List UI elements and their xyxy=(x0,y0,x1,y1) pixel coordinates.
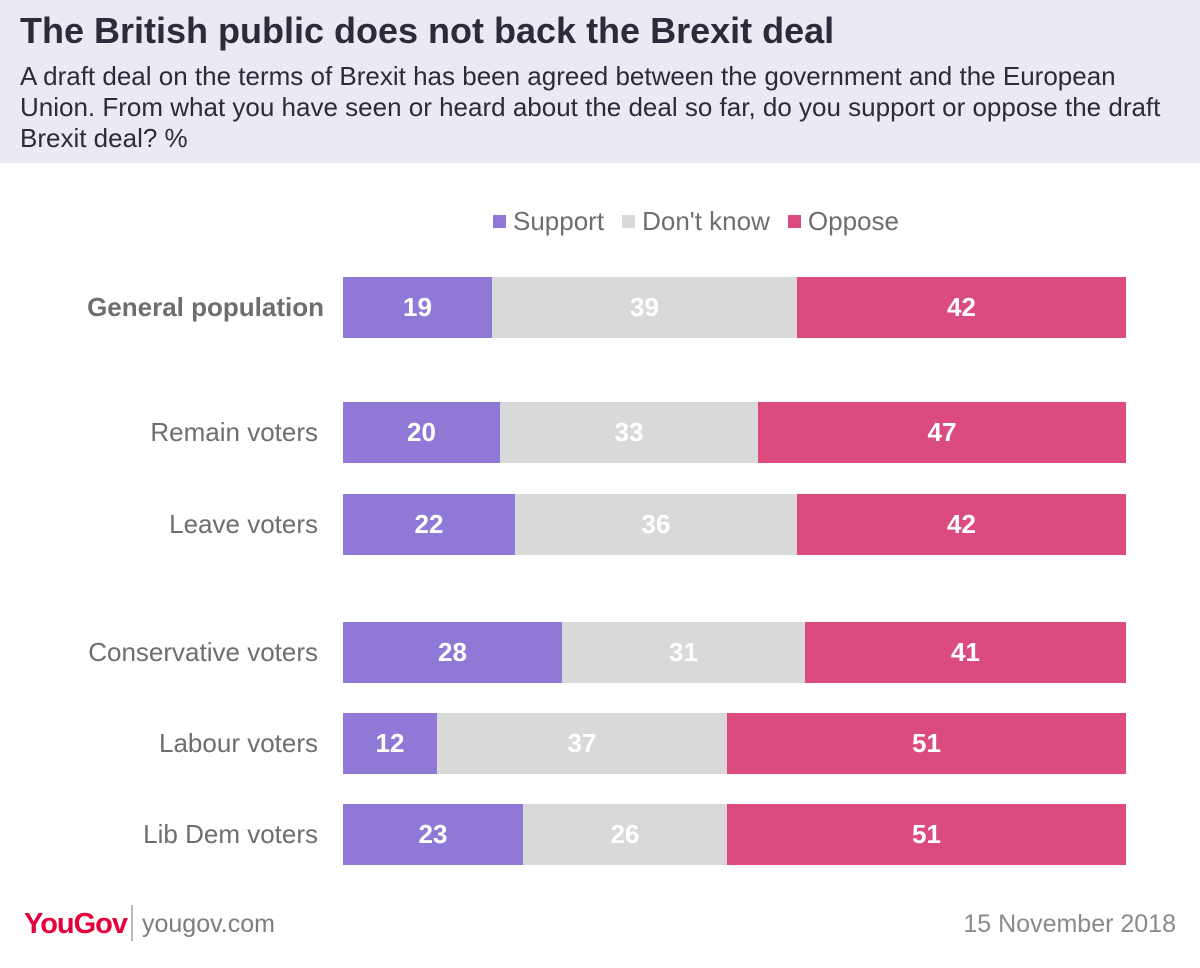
legend-item-dont-know: Don't know xyxy=(622,206,770,237)
data-label-oppose: 51 xyxy=(912,819,941,849)
data-label-dont-know: 36 xyxy=(641,509,671,539)
data-label-dont-know: 37 xyxy=(567,728,597,758)
bar-support: 19 xyxy=(343,277,492,338)
data-label-oppose: 42 xyxy=(947,292,976,322)
data-label-dont-know: 26 xyxy=(610,819,640,849)
legend-label-support: Support xyxy=(513,206,605,236)
data-label-support: 20 xyxy=(407,417,436,447)
data-label-oppose: 42 xyxy=(947,509,976,539)
data-label-dont-know: 39 xyxy=(630,292,659,322)
bar-support: 12 xyxy=(343,713,437,774)
legend-swatch-support xyxy=(493,215,506,228)
bar-dont-know: 26 xyxy=(523,804,727,865)
footer-divider xyxy=(131,905,133,941)
data-label-oppose: 41 xyxy=(951,637,980,667)
footer-date: 15 November 2018 xyxy=(963,910,1176,938)
category-label: General population xyxy=(87,292,324,322)
bar-oppose: 41 xyxy=(805,622,1126,683)
chart-title: The British public does not back the Bre… xyxy=(20,10,835,51)
bar-dont-know: 36 xyxy=(515,494,797,555)
bar-dont-know: 39 xyxy=(492,277,797,338)
data-label-support: 23 xyxy=(418,819,448,849)
category-label: Labour voters xyxy=(159,728,318,758)
legend-label-oppose: Oppose xyxy=(807,206,899,236)
yougov-logo: YouGov xyxy=(24,908,128,940)
bar-support: 28 xyxy=(343,622,562,683)
bar-dont-know: 33 xyxy=(500,402,758,463)
data-label-support: 19 xyxy=(403,292,432,322)
legend-item-support: Support xyxy=(493,206,604,237)
chart-subtitle: A draft deal on the terms of Brexit has … xyxy=(20,61,1161,153)
bar-oppose: 47 xyxy=(758,402,1126,463)
legend-swatch-oppose xyxy=(787,215,801,228)
data-label-oppose: 51 xyxy=(912,728,941,758)
category-label: Leave voters xyxy=(169,509,318,539)
footer-site: yougov.com xyxy=(142,910,275,938)
bar-support: 22 xyxy=(343,494,515,555)
bar-dont-know: 37 xyxy=(437,713,727,774)
data-label-support: 12 xyxy=(375,728,405,758)
bar-oppose: 42 xyxy=(797,277,1126,338)
bar-oppose: 51 xyxy=(727,804,1126,865)
header-band: The British public does not back the Bre… xyxy=(0,0,1200,163)
bar-oppose: 42 xyxy=(797,494,1126,555)
legend-item-oppose: Oppose xyxy=(787,206,899,237)
category-label: Conservative voters xyxy=(88,637,318,667)
data-label-oppose: 47 xyxy=(927,417,957,447)
bar-support: 23 xyxy=(343,804,523,865)
data-label-support: 22 xyxy=(414,509,444,539)
legend-label-dont-know: Don't know xyxy=(642,206,770,236)
data-label-dont-know: 33 xyxy=(614,417,644,447)
data-label-dont-know: 31 xyxy=(669,637,698,667)
legend-swatch-dont-know xyxy=(622,215,636,228)
category-label: Lib Dem voters xyxy=(143,819,318,849)
category-label: Remain voters xyxy=(150,417,318,447)
bar-support: 20 xyxy=(343,402,500,463)
legend: Support Don't know Oppose xyxy=(493,206,899,237)
bar-oppose: 51 xyxy=(727,713,1126,774)
bar-dont-know: 31 xyxy=(562,622,805,683)
data-label-support: 28 xyxy=(438,637,467,667)
